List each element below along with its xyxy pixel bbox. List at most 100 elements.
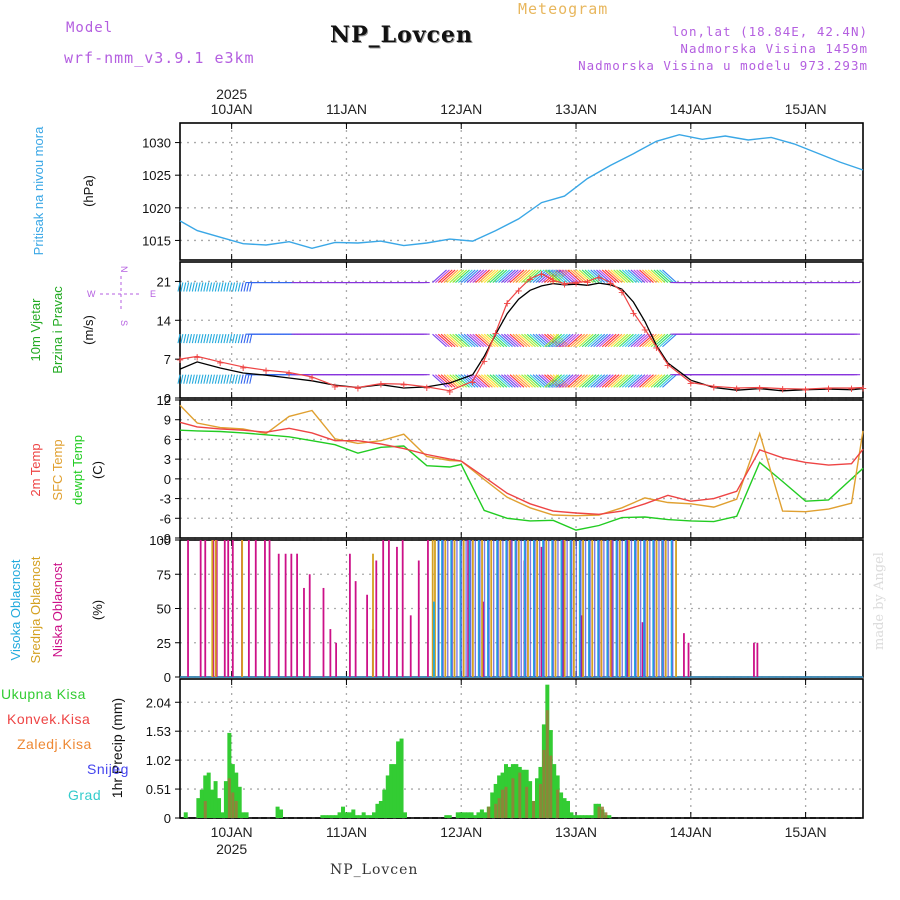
wind-arrow — [619, 374, 634, 388]
wind-arrow — [561, 333, 577, 348]
precip-total-bar — [227, 732, 232, 818]
wind-arrow — [209, 282, 213, 292]
wind-arrow — [656, 374, 672, 388]
precip-total-bar — [507, 766, 512, 818]
wind-arrow — [177, 374, 181, 384]
wind-arrow — [492, 374, 508, 388]
wind-arrow — [662, 333, 677, 348]
wind-arrow — [564, 333, 580, 348]
wind-arrow — [561, 374, 577, 388]
wind-arrow — [653, 374, 669, 388]
precip-total-bar — [528, 781, 533, 818]
bottom-axis-tick-label: 14JAN — [670, 824, 712, 840]
model-value: wrf-nmm_v3.9.1 e3km — [64, 49, 255, 67]
wind-arrow — [550, 333, 565, 348]
dewpoint-axis-label: dewpt Temp — [70, 435, 85, 505]
wind-arrow — [636, 269, 652, 283]
wind-arrow — [604, 269, 620, 283]
wind-arrow — [659, 333, 674, 348]
wind-arrow — [495, 269, 511, 283]
high-cloud-axis-label: Visoka Oblacnost — [8, 559, 23, 660]
wind-arrow — [581, 374, 597, 388]
wind-arrow — [593, 333, 608, 348]
wind-arrow — [463, 269, 479, 283]
wind-arrow — [249, 282, 253, 292]
wind-arrow — [526, 269, 542, 283]
compass-south: S — [119, 320, 129, 326]
wind-arrow — [478, 269, 493, 283]
wind-arrow — [486, 374, 502, 388]
wind-arrow — [243, 282, 247, 292]
wind-arrow — [446, 269, 462, 283]
wind-arrow — [619, 269, 634, 283]
wind-arrow — [200, 374, 204, 384]
compass-west: W — [87, 289, 96, 299]
wind-arrow — [432, 269, 447, 283]
wind-arrow — [524, 269, 539, 283]
wind-arrow — [503, 269, 519, 283]
wind-arrow — [642, 374, 657, 388]
wind-arrow — [214, 282, 218, 292]
wind-arrow — [564, 269, 580, 283]
precip-total-bar — [371, 812, 376, 818]
y-tick-label: 14 — [157, 313, 171, 328]
wind-arrow — [455, 374, 470, 388]
wind-gust-marker: + — [515, 283, 523, 298]
wind-arrow — [460, 269, 476, 283]
wind-arrow — [506, 374, 522, 388]
wind-arrow — [435, 333, 450, 348]
wind-arrow — [469, 374, 485, 388]
wind-arrow — [616, 269, 631, 283]
wind-arrow — [249, 374, 253, 384]
wind-arrow — [642, 269, 657, 283]
precip-total-bar — [521, 769, 526, 818]
wind-arrow — [662, 374, 677, 388]
y-tick-label: 1030 — [142, 136, 171, 151]
precip-total-bar — [565, 800, 570, 818]
wind-arrow — [512, 333, 528, 348]
precip-total-bar — [361, 812, 366, 818]
bottom-axis-tick-label: 10JAN — [211, 824, 253, 840]
wind-speed-line — [179, 282, 864, 392]
precip-total-bar — [479, 809, 484, 818]
wind-arrow — [180, 334, 184, 344]
precip-total-bar — [244, 812, 249, 818]
wind-arrow — [449, 333, 465, 348]
precip-total-bar — [275, 806, 280, 818]
footer-station: NP_Lovcen — [330, 862, 419, 878]
wind-arrow — [183, 334, 187, 344]
elevation-label: Nadmorska Visina 1459m — [680, 41, 868, 56]
wind-arrow — [538, 374, 554, 388]
wind-arrow — [200, 282, 204, 292]
wind-arrow — [480, 374, 496, 388]
wind-gust-marker: + — [733, 381, 741, 396]
wind-arrow — [220, 334, 224, 344]
wind-arrow — [466, 269, 482, 283]
wind-arrow — [211, 374, 215, 384]
wind-arrow — [231, 374, 236, 384]
temp-unit-label: (C) — [90, 461, 105, 479]
wind-arrow — [561, 269, 577, 283]
wind-arrow — [627, 269, 643, 283]
wind-arrow — [217, 334, 221, 344]
wind-arrow — [576, 374, 591, 388]
wind-arrow — [601, 333, 617, 348]
precip-total-bar — [455, 812, 460, 818]
wind-arrow — [512, 269, 528, 283]
pressure-frame — [179, 122, 864, 261]
wind-arrow — [570, 333, 586, 348]
wind-arrow — [567, 269, 583, 283]
y-tick-label: -3 — [159, 492, 171, 507]
bottom-axis-tick-label: 12JAN — [440, 824, 482, 840]
wind-arrow — [624, 333, 640, 348]
y-tick-label: 100 — [149, 533, 171, 548]
wind-arrow — [203, 374, 207, 384]
precip-total-bar — [572, 815, 577, 818]
top-axis-tick-label: 13JAN — [555, 101, 597, 117]
wind-arrow — [506, 269, 522, 283]
wind-arrow — [188, 282, 193, 292]
y-tick-label: 0.51 — [146, 782, 171, 797]
wind-arrow — [607, 374, 623, 388]
wind-arrow — [183, 374, 187, 384]
wind-arrow — [619, 333, 634, 348]
